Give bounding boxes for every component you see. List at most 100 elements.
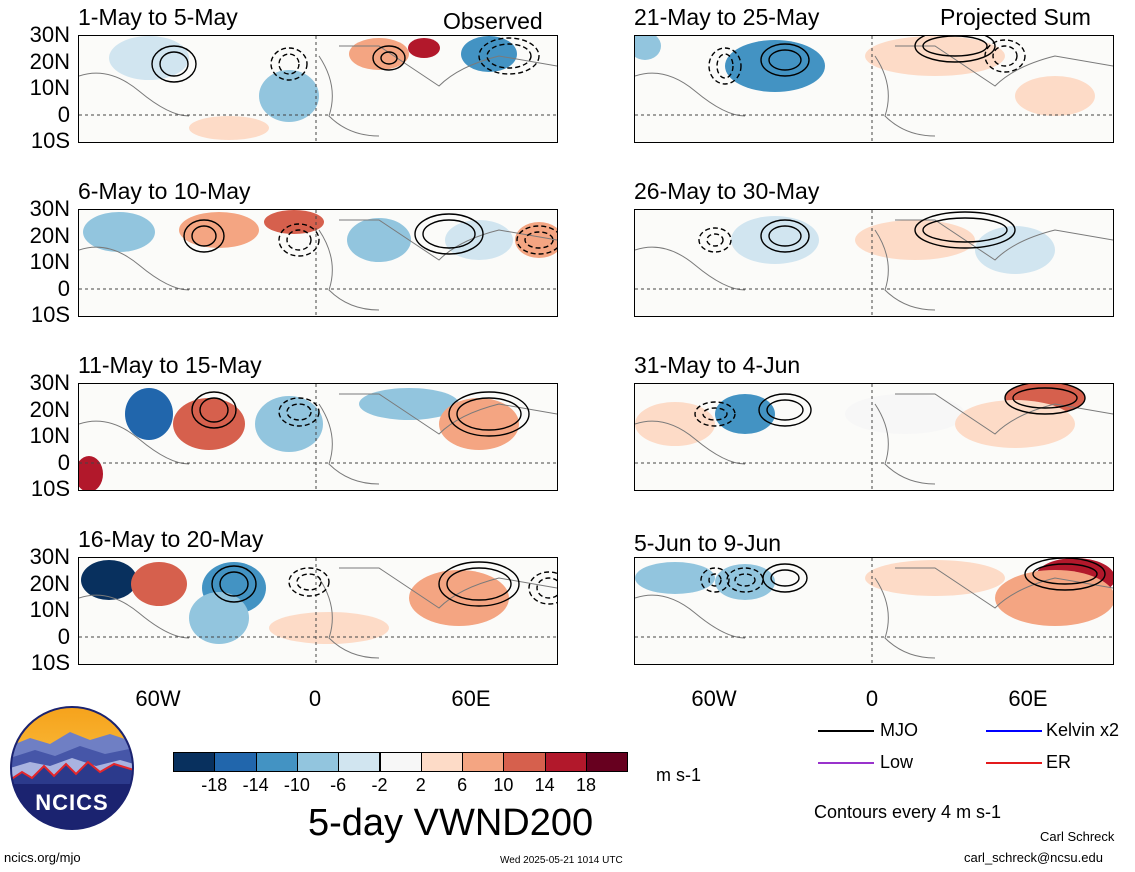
mjo-contour — [191, 391, 237, 429]
anomaly-shading — [189, 116, 269, 140]
mjo-contour — [1012, 387, 1078, 409]
lat-label: 0 — [57, 101, 70, 127]
panel-tag-observed: Observed — [443, 8, 543, 34]
mjo-contour — [770, 569, 800, 587]
mjo-contour — [758, 393, 812, 427]
anomaly-shading — [349, 38, 409, 70]
lon-label-0: 0 — [865, 686, 879, 711]
map-drawing — [79, 384, 557, 490]
mjo-contour — [278, 397, 320, 427]
coastline — [635, 219, 1113, 311]
mjo-contour — [278, 223, 320, 257]
lat-label: 20N — [29, 48, 70, 74]
mjo-contour — [516, 225, 557, 255]
anomaly-shading — [269, 612, 389, 644]
mjo-contour — [286, 229, 312, 251]
mjo-contour — [528, 571, 557, 605]
panel-title: 31-May to 4-Jun — [634, 352, 801, 378]
anomaly-shading — [635, 402, 715, 446]
mjo-contour — [706, 233, 724, 247]
anomaly-shading — [725, 40, 825, 92]
colorbar-tick-label: -10 — [283, 775, 310, 795]
lat-label: 10N — [29, 75, 70, 100]
footer-timestamp: Wed 2025-05-21 1014 UTC — [500, 855, 623, 866]
map-drawing — [635, 384, 1113, 490]
mjo-contour — [438, 561, 520, 607]
colorbar-units: m s-1 — [656, 765, 701, 785]
mjo-contour — [760, 219, 810, 253]
mjo-contour — [296, 573, 322, 591]
mjo-contour — [992, 45, 1018, 67]
mjo-contour — [159, 51, 189, 77]
map-drawing — [635, 558, 1113, 664]
lon-label-60w: 60W — [691, 686, 737, 711]
mjo-contour — [380, 51, 398, 65]
colorbar-swatch — [586, 752, 629, 772]
mjo-contour — [270, 47, 308, 81]
figure-title: 5-day VWND200 — [308, 802, 594, 844]
anomaly-shading — [264, 210, 324, 234]
legend-line-kelvin — [986, 730, 1042, 732]
panel-title: 11-May to 15-May — [78, 352, 262, 378]
panel-title: 6-May to 10-May — [78, 178, 251, 204]
legend-line-er — [986, 762, 1042, 764]
lat-label: 10S — [30, 476, 70, 501]
anomaly-shading — [715, 564, 775, 600]
anomaly-shading — [173, 398, 245, 450]
lat-label: 30N — [29, 544, 70, 569]
legend-label-kelvin: Kelvin x2 — [1046, 720, 1120, 740]
lat-label: 10S — [30, 302, 70, 327]
mjo-contour — [151, 45, 197, 83]
coastline — [635, 45, 1113, 137]
mjo-contour — [278, 53, 300, 75]
mjo-contour — [536, 577, 557, 599]
ncics-logo: NCICS — [10, 706, 134, 830]
anomaly-shading — [865, 560, 1005, 596]
anomaly-shading — [259, 70, 319, 122]
colorbar-tick-label: 6 — [457, 775, 468, 795]
anomaly-shading — [131, 562, 187, 606]
colorbar-swatch — [462, 752, 505, 772]
colorbar-tick-label: 18 — [575, 775, 597, 795]
mjo-contour — [922, 36, 988, 57]
map-right-1 — [634, 35, 1114, 143]
mjo-contour — [478, 37, 540, 75]
colorbar-tick-label: -14 — [242, 775, 269, 795]
coastline — [79, 45, 557, 137]
map-right-4 — [634, 557, 1114, 665]
mjo-contour — [766, 399, 804, 421]
legend-label-mjo: MJO — [880, 720, 918, 740]
map-drawing — [635, 210, 1113, 316]
map-left-1 — [78, 35, 558, 143]
mjo-contour — [760, 43, 810, 77]
coastline — [635, 393, 1113, 485]
colorbar-swatch — [379, 752, 422, 772]
anomaly-shading — [179, 212, 259, 248]
footer-site: ncics.org/mjo — [4, 850, 81, 865]
anomaly-shading — [635, 562, 715, 594]
lat-label: 20N — [29, 222, 70, 248]
logo-text: NCICS — [35, 790, 109, 815]
lat-label: 10N — [29, 597, 70, 622]
mjo-contour — [708, 47, 742, 85]
mjo-contour — [1024, 558, 1106, 591]
mjo-contour — [211, 565, 257, 603]
mjo-contour — [219, 571, 249, 597]
mjo-contour — [984, 39, 1026, 73]
legend-line-low — [818, 762, 874, 764]
lon-label-60e: 60E — [451, 686, 491, 711]
anomaly-shading — [408, 38, 440, 58]
colorbar-tick-label: 14 — [534, 775, 555, 795]
panel-tag-projected: Projected Sum — [940, 4, 1091, 30]
contour-note: Contours every 4 m s-1 — [814, 802, 1002, 822]
mjo-contour — [183, 219, 225, 253]
lat-label: 0 — [57, 623, 70, 649]
legend-line-mjo — [818, 730, 874, 732]
anomaly-shading — [81, 560, 137, 600]
coastline — [635, 567, 1113, 659]
lat-label: 30N — [29, 370, 70, 395]
lat-label: 20N — [29, 570, 70, 596]
map-right-3 — [634, 383, 1114, 491]
legend-label-er: ER — [1046, 752, 1072, 772]
colorbar-tick-label: 2 — [415, 775, 426, 795]
